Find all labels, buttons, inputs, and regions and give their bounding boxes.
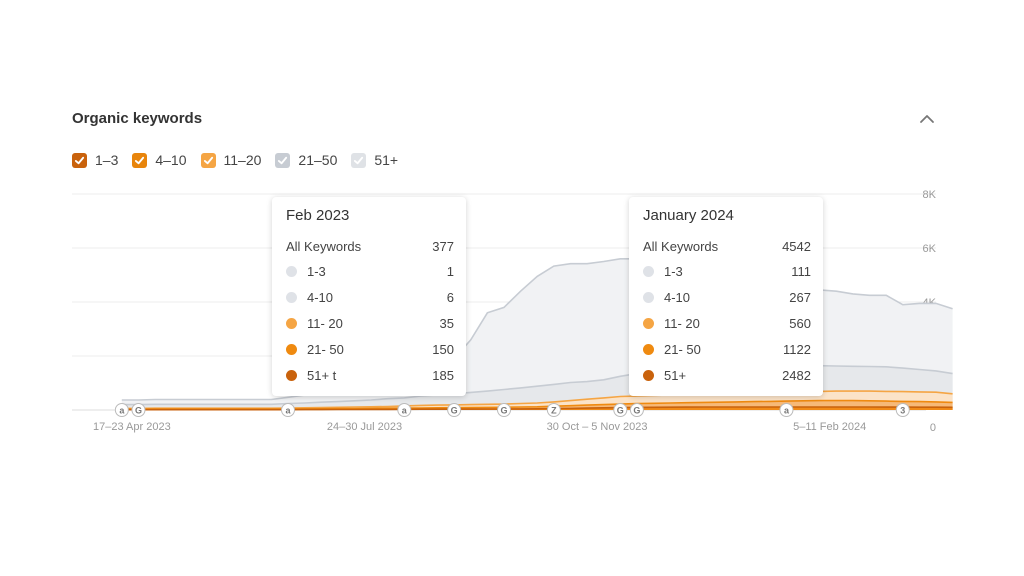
tooltip-row-label: 51+: [664, 367, 687, 383]
tooltip-row: 4-10 267: [643, 284, 811, 310]
series-dot-icon: [643, 291, 654, 303]
x-tick-label: 5–11 Feb 2024: [793, 421, 866, 433]
annotation-marker-icon: [779, 403, 794, 417]
annotation-marker-label: Z: [551, 406, 557, 416]
tooltip-row-label: 11- 20: [307, 315, 343, 331]
tooltip-row-label: 1-3: [664, 263, 683, 279]
annotation-marker-icon: [114, 403, 129, 417]
legend-label: 4–10: [155, 152, 187, 168]
tooltip-row-label: 4-10: [664, 289, 691, 305]
tooltip-row-value: 185: [432, 367, 454, 383]
widget-title: Organic keywords: [72, 110, 203, 127]
tooltip-row: 51+ t 185: [286, 362, 454, 388]
y-tick-label: 0: [930, 422, 936, 434]
annotation-marker-icon: [895, 403, 910, 417]
annotation-marker-icon: [546, 403, 561, 417]
tooltip-row-label: 4-10: [307, 289, 334, 305]
legend-label: 51+: [374, 152, 399, 168]
series-dot-icon: [643, 343, 654, 355]
tooltip-row-value: 111: [791, 263, 811, 279]
legend-item-3[interactable]: 21–50: [275, 152, 337, 168]
check-icon[interactable]: [132, 152, 148, 168]
annotation-marker-label: G: [633, 406, 640, 416]
annotation-marker-icon: [131, 403, 146, 417]
tooltip-row-label: 21- 50: [307, 341, 344, 357]
tooltip-total-value: 377: [432, 238, 454, 254]
legend-item-1[interactable]: 4–10: [132, 152, 187, 168]
tooltip-row: 21- 50 150: [286, 336, 454, 362]
annotation-marker-label: G: [500, 406, 507, 416]
y-tick-label: 6K: [923, 243, 937, 255]
tooltip-title: Feb 2023: [286, 207, 350, 224]
check-icon[interactable]: [351, 152, 367, 168]
tooltip-row-value: 35: [439, 315, 454, 331]
x-tick-label: 24–30 Jul 2023: [327, 421, 402, 433]
tooltip-row-label: 11- 20: [664, 315, 700, 331]
tooltip-row: 4-10 6: [286, 284, 454, 310]
annotation-marker-icon: [497, 403, 511, 417]
tooltip-row-value: 267: [789, 289, 811, 305]
tooltip-row-value: 1122: [783, 341, 811, 357]
tooltip-row: 1-3 1: [286, 258, 454, 284]
annotation-marker-label: G: [135, 406, 142, 416]
annotation-marker-label: a: [285, 406, 291, 416]
annotation-marker-icon: [447, 403, 462, 417]
tooltip-total-label: All Keywords: [286, 238, 362, 254]
tooltip-january-2024: January 2024 All Keywords 4542 1-3 111 4-1…: [629, 197, 823, 396]
tooltip-row-label: 21- 50: [664, 341, 701, 357]
tooltip-total-row: All Keywords 377: [286, 234, 454, 258]
x-tick-label: 30 Oct – 5 Nov 2023: [547, 421, 648, 433]
series-dot-icon: [286, 265, 297, 277]
annotation-marker-label: a: [402, 406, 408, 416]
legend-label: 11–20: [223, 152, 262, 168]
annotation-marker-icon: [613, 403, 628, 417]
series-dot-icon: [286, 343, 297, 355]
check-icon[interactable]: [200, 152, 216, 168]
y-tick-label: 8K: [923, 189, 937, 201]
annotation-marker-icon: [629, 403, 644, 417]
tooltip-row-value: 6: [446, 289, 454, 305]
x-tick-label: 17–23 Apr 2023: [93, 421, 171, 433]
tooltip-total-row: All Keywords 4542: [643, 234, 811, 258]
annotation-marker-label: 3: [900, 406, 905, 416]
check-icon[interactable]: [275, 152, 291, 168]
tooltip-title: January 2024: [643, 207, 734, 224]
check-icon[interactable]: [72, 152, 87, 168]
tooltip-row-label: 1-3: [307, 263, 326, 279]
tooltip-row: 11- 20 560: [643, 310, 811, 336]
series-dot-icon: [643, 317, 654, 329]
annotation-marker-label: G: [617, 406, 624, 416]
tooltip-row: 1-3 111: [643, 258, 811, 284]
annotation-marker-icon: [281, 403, 295, 417]
chevron-up-icon[interactable]: [918, 112, 936, 126]
series-dot-icon: [286, 291, 297, 303]
tooltip-row: 11- 20 35: [286, 310, 454, 336]
tooltip-row-value: 560: [789, 315, 811, 331]
line-1–3: [121, 406, 953, 411]
series-dot-icon: [643, 265, 654, 277]
legend-label: 1–3: [95, 152, 119, 168]
legend-item-2[interactable]: 11–20: [200, 152, 262, 168]
tooltip-total-label: All Keywords: [643, 238, 719, 254]
legend-item-0[interactable]: 1–3: [72, 152, 118, 168]
tooltip-row-value: 150: [432, 341, 454, 357]
annotation-marker-icon: [397, 403, 412, 417]
annotation-marker-label: a: [119, 406, 125, 416]
series-legend: 1–3 4–10 11–20 21–50 51+: [72, 152, 398, 168]
series-dot-icon: [286, 317, 297, 329]
tooltip-row-label: 51+ t: [307, 367, 337, 383]
tooltip-total-value: 4542: [782, 238, 811, 254]
legend-item-4[interactable]: 51+: [351, 152, 398, 168]
tooltip-feb-2023: Feb 2023 All Keywords 377 1-3 1 4-10 6 11- 2…: [272, 197, 466, 396]
annotation-marker-label: G: [451, 406, 458, 416]
legend-label: 21–50: [298, 152, 338, 168]
tooltip-row: 51+ 2482: [643, 362, 811, 388]
tooltip-row: 21- 50 1122: [643, 336, 811, 362]
series-dot-icon: [286, 369, 297, 381]
annotation-marker-label: a: [784, 406, 790, 416]
tooltip-row-value: 1: [446, 263, 454, 279]
series-dot-icon: [643, 369, 654, 381]
tooltip-row-value: 2482: [782, 367, 811, 383]
